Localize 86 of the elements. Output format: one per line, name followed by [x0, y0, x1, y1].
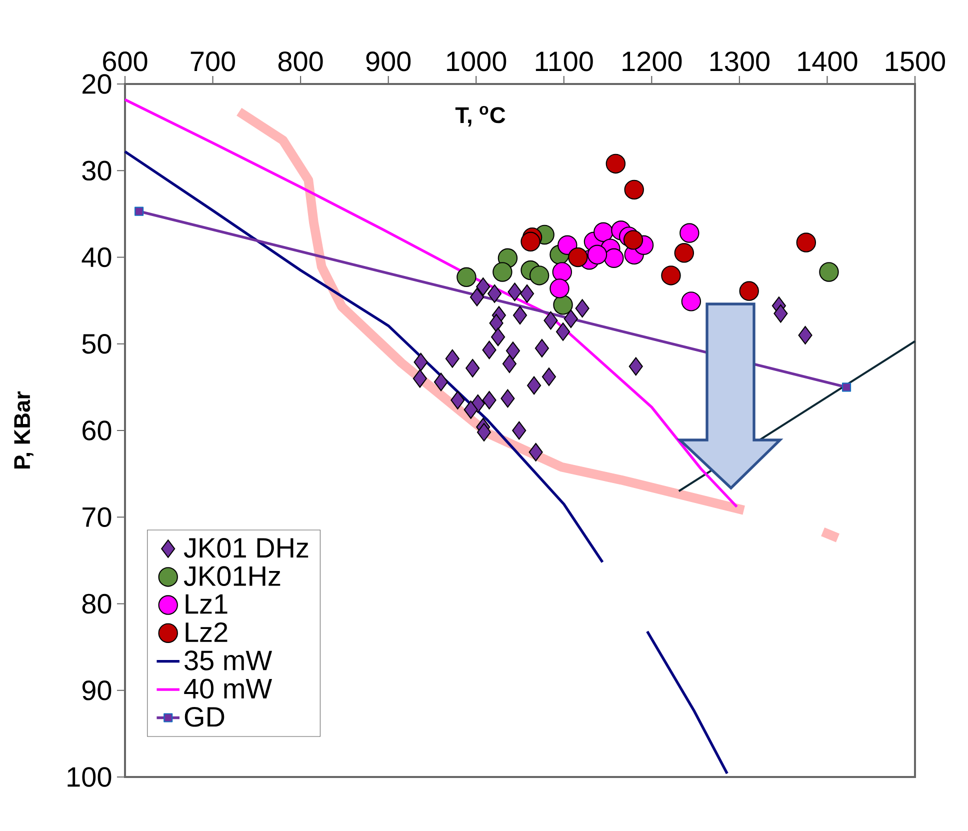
- point: [606, 154, 626, 174]
- y-tick-label: 30: [82, 160, 112, 181]
- point: [502, 354, 516, 374]
- point: [476, 423, 492, 442]
- point: [488, 284, 502, 303]
- point: [661, 266, 681, 286]
- point: [491, 328, 506, 346]
- point: [520, 284, 534, 303]
- point: [489, 314, 504, 332]
- point: [492, 262, 512, 282]
- point: [529, 266, 550, 286]
- y-tick-label: 70: [82, 507, 112, 528]
- point: [434, 372, 448, 392]
- point: [512, 421, 526, 440]
- point: [556, 322, 570, 341]
- y-tick-label: 40: [82, 247, 112, 268]
- point: [508, 282, 522, 302]
- x-tick-label: 1100: [536, 51, 593, 72]
- point: [623, 230, 644, 250]
- point: [456, 267, 476, 288]
- point: [542, 368, 556, 386]
- point: [552, 262, 572, 282]
- x-axis-title: T, $^{o}$C: [455, 106, 506, 126]
- point: [553, 295, 573, 315]
- point: [527, 376, 542, 395]
- point: [134, 206, 144, 216]
- point: [564, 310, 578, 328]
- y-tick-label: 90: [82, 680, 112, 700]
- point: [604, 248, 624, 268]
- point: [466, 358, 480, 378]
- legend-label: Lz1: [186, 594, 228, 614]
- x-tick-label: 1200: [622, 51, 682, 72]
- point: [842, 382, 852, 392]
- point: [500, 389, 515, 408]
- point: [520, 232, 540, 252]
- point: [414, 352, 428, 372]
- point: [470, 288, 484, 306]
- point: [796, 232, 816, 252]
- point: [464, 400, 478, 419]
- point: [568, 247, 588, 268]
- point: [680, 223, 700, 243]
- x-tick-label: 1500: [886, 51, 946, 72]
- point: [774, 304, 788, 323]
- point: [544, 311, 558, 330]
- point: [445, 349, 460, 368]
- point: [476, 278, 490, 296]
- x-tick-label: 1000: [447, 51, 506, 72]
- point: [739, 281, 759, 301]
- point: [528, 442, 543, 462]
- point: [412, 369, 427, 388]
- point: [482, 390, 496, 410]
- point: [506, 342, 520, 360]
- point: [624, 180, 644, 200]
- y-tick-label: 60: [82, 420, 112, 440]
- y-axis-title: P, KBar: [14, 391, 34, 468]
- x-tick-label: 900: [366, 51, 411, 72]
- point: [681, 292, 702, 312]
- legend-label: JK01Hz: [184, 566, 280, 586]
- legend-label: JK01 DHz: [184, 538, 308, 558]
- point: [575, 299, 590, 318]
- legend-label: GD: [184, 706, 224, 727]
- legend-label: 35 mW: [184, 650, 272, 670]
- point: [674, 243, 694, 263]
- y-tick-label: 100: [68, 767, 112, 787]
- point: [587, 244, 608, 265]
- point: [558, 235, 578, 255]
- point: [550, 278, 570, 298]
- legend-label: 40 mW: [184, 678, 272, 699]
- point: [450, 390, 465, 410]
- legend-label: Lz2: [186, 622, 228, 642]
- x-tick-label: 1300: [710, 51, 770, 72]
- point: [628, 357, 643, 376]
- x-tick-label: 700: [190, 51, 236, 72]
- x-tick-label: 800: [278, 51, 323, 72]
- x-tick-label: 600: [103, 51, 148, 72]
- point: [534, 339, 549, 358]
- point: [819, 262, 839, 282]
- y-tick-label: 20: [82, 74, 112, 94]
- point: [482, 340, 496, 360]
- line-series: [124, 98, 738, 508]
- point: [512, 306, 528, 324]
- point: [594, 222, 614, 242]
- y-tick-label: 50: [82, 334, 112, 354]
- point: [798, 326, 812, 344]
- y-tick-label: 80: [82, 594, 112, 614]
- x-tick-label: 1400: [798, 51, 858, 72]
